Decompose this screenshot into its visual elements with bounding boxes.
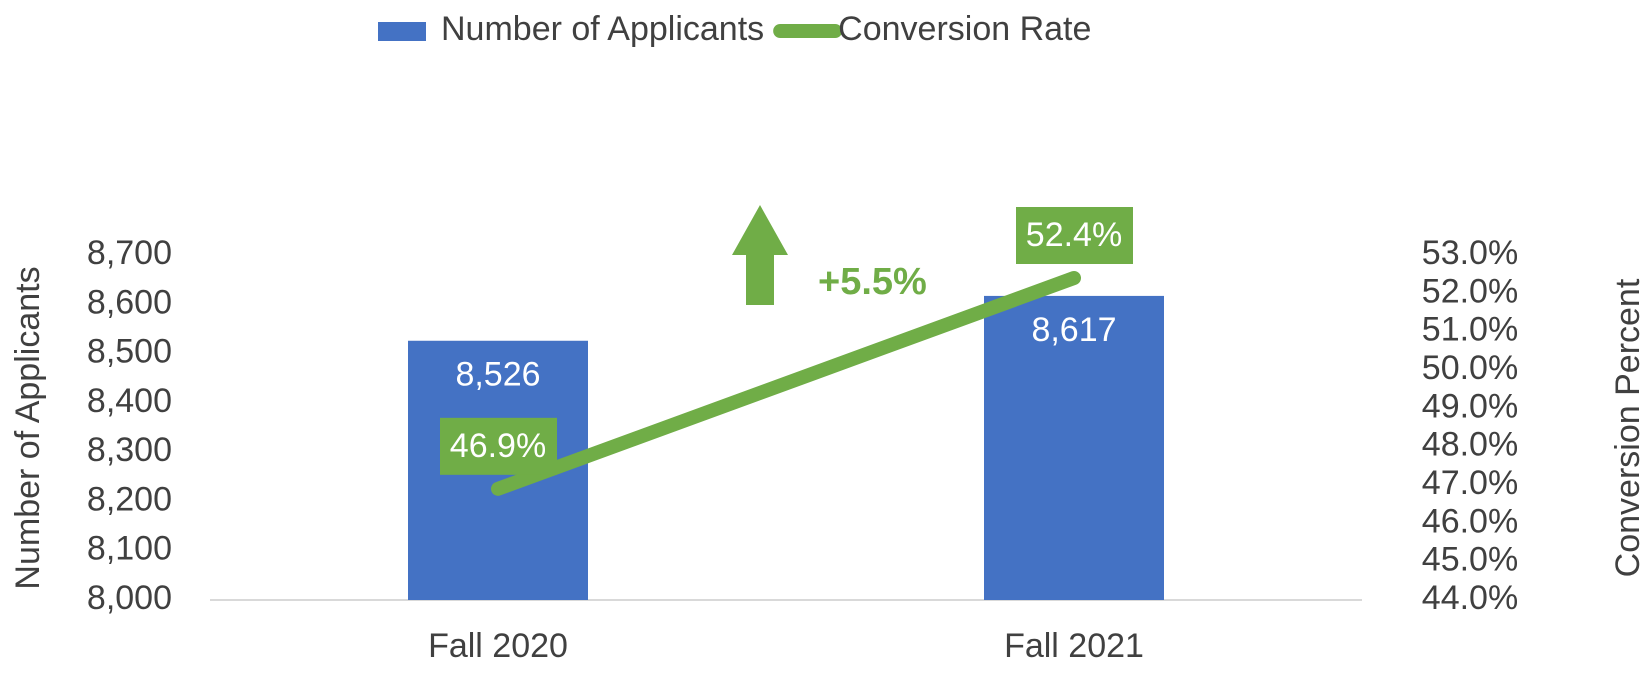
y-tick-label: 8,100 [87, 530, 172, 568]
bar [984, 295, 1164, 600]
y2-tick-label: 48.0% [1422, 426, 1518, 464]
bar-value-label: 8,617 [1031, 311, 1116, 349]
y-tick-label: 8,300 [87, 431, 172, 469]
x-tick-label: Fall 2020 [428, 627, 568, 665]
y-tick-label: 8,600 [87, 283, 172, 321]
x-tick-label: Fall 2021 [1004, 627, 1144, 665]
line-label-box [440, 417, 557, 475]
legend-swatch [378, 22, 426, 41]
y-tick-label: 8,500 [87, 333, 172, 371]
y2-axis-label: Conversion Percent [1609, 278, 1646, 577]
y-tick-label: 8,200 [87, 480, 172, 518]
line [491, 271, 1081, 496]
y2-tick-label: 52.0% [1422, 272, 1518, 310]
y-axis-label: Number of Applicants [9, 266, 47, 589]
y2-tick-label: 50.0% [1422, 349, 1518, 387]
legend-label: Conversion Rate [838, 10, 1091, 48]
annotation: +5.5% [818, 261, 927, 303]
y2-tick-label: 51.0% [1422, 311, 1518, 349]
bar-value-label: 8,526 [455, 356, 540, 394]
line-value-label: 46.9% [450, 427, 546, 465]
arrow-up [732, 205, 788, 305]
y-tick-label: 8,400 [87, 382, 172, 420]
y-tick-label: 8,000 [87, 579, 172, 617]
line-label-box [1016, 207, 1133, 264]
y-tick-label: 8,700 [87, 234, 172, 272]
y2-tick-label: 45.0% [1422, 541, 1518, 579]
legend-label: Number of Applicants [441, 10, 764, 48]
y2-tick-label: 53.0% [1422, 234, 1518, 272]
y2-tick-label: 44.0% [1422, 579, 1518, 617]
y2-tick-label: 47.0% [1422, 464, 1518, 502]
line-value-label: 52.4% [1026, 216, 1122, 254]
y2-tick-label: 46.0% [1422, 502, 1518, 540]
y2-tick-label: 49.0% [1422, 387, 1518, 425]
